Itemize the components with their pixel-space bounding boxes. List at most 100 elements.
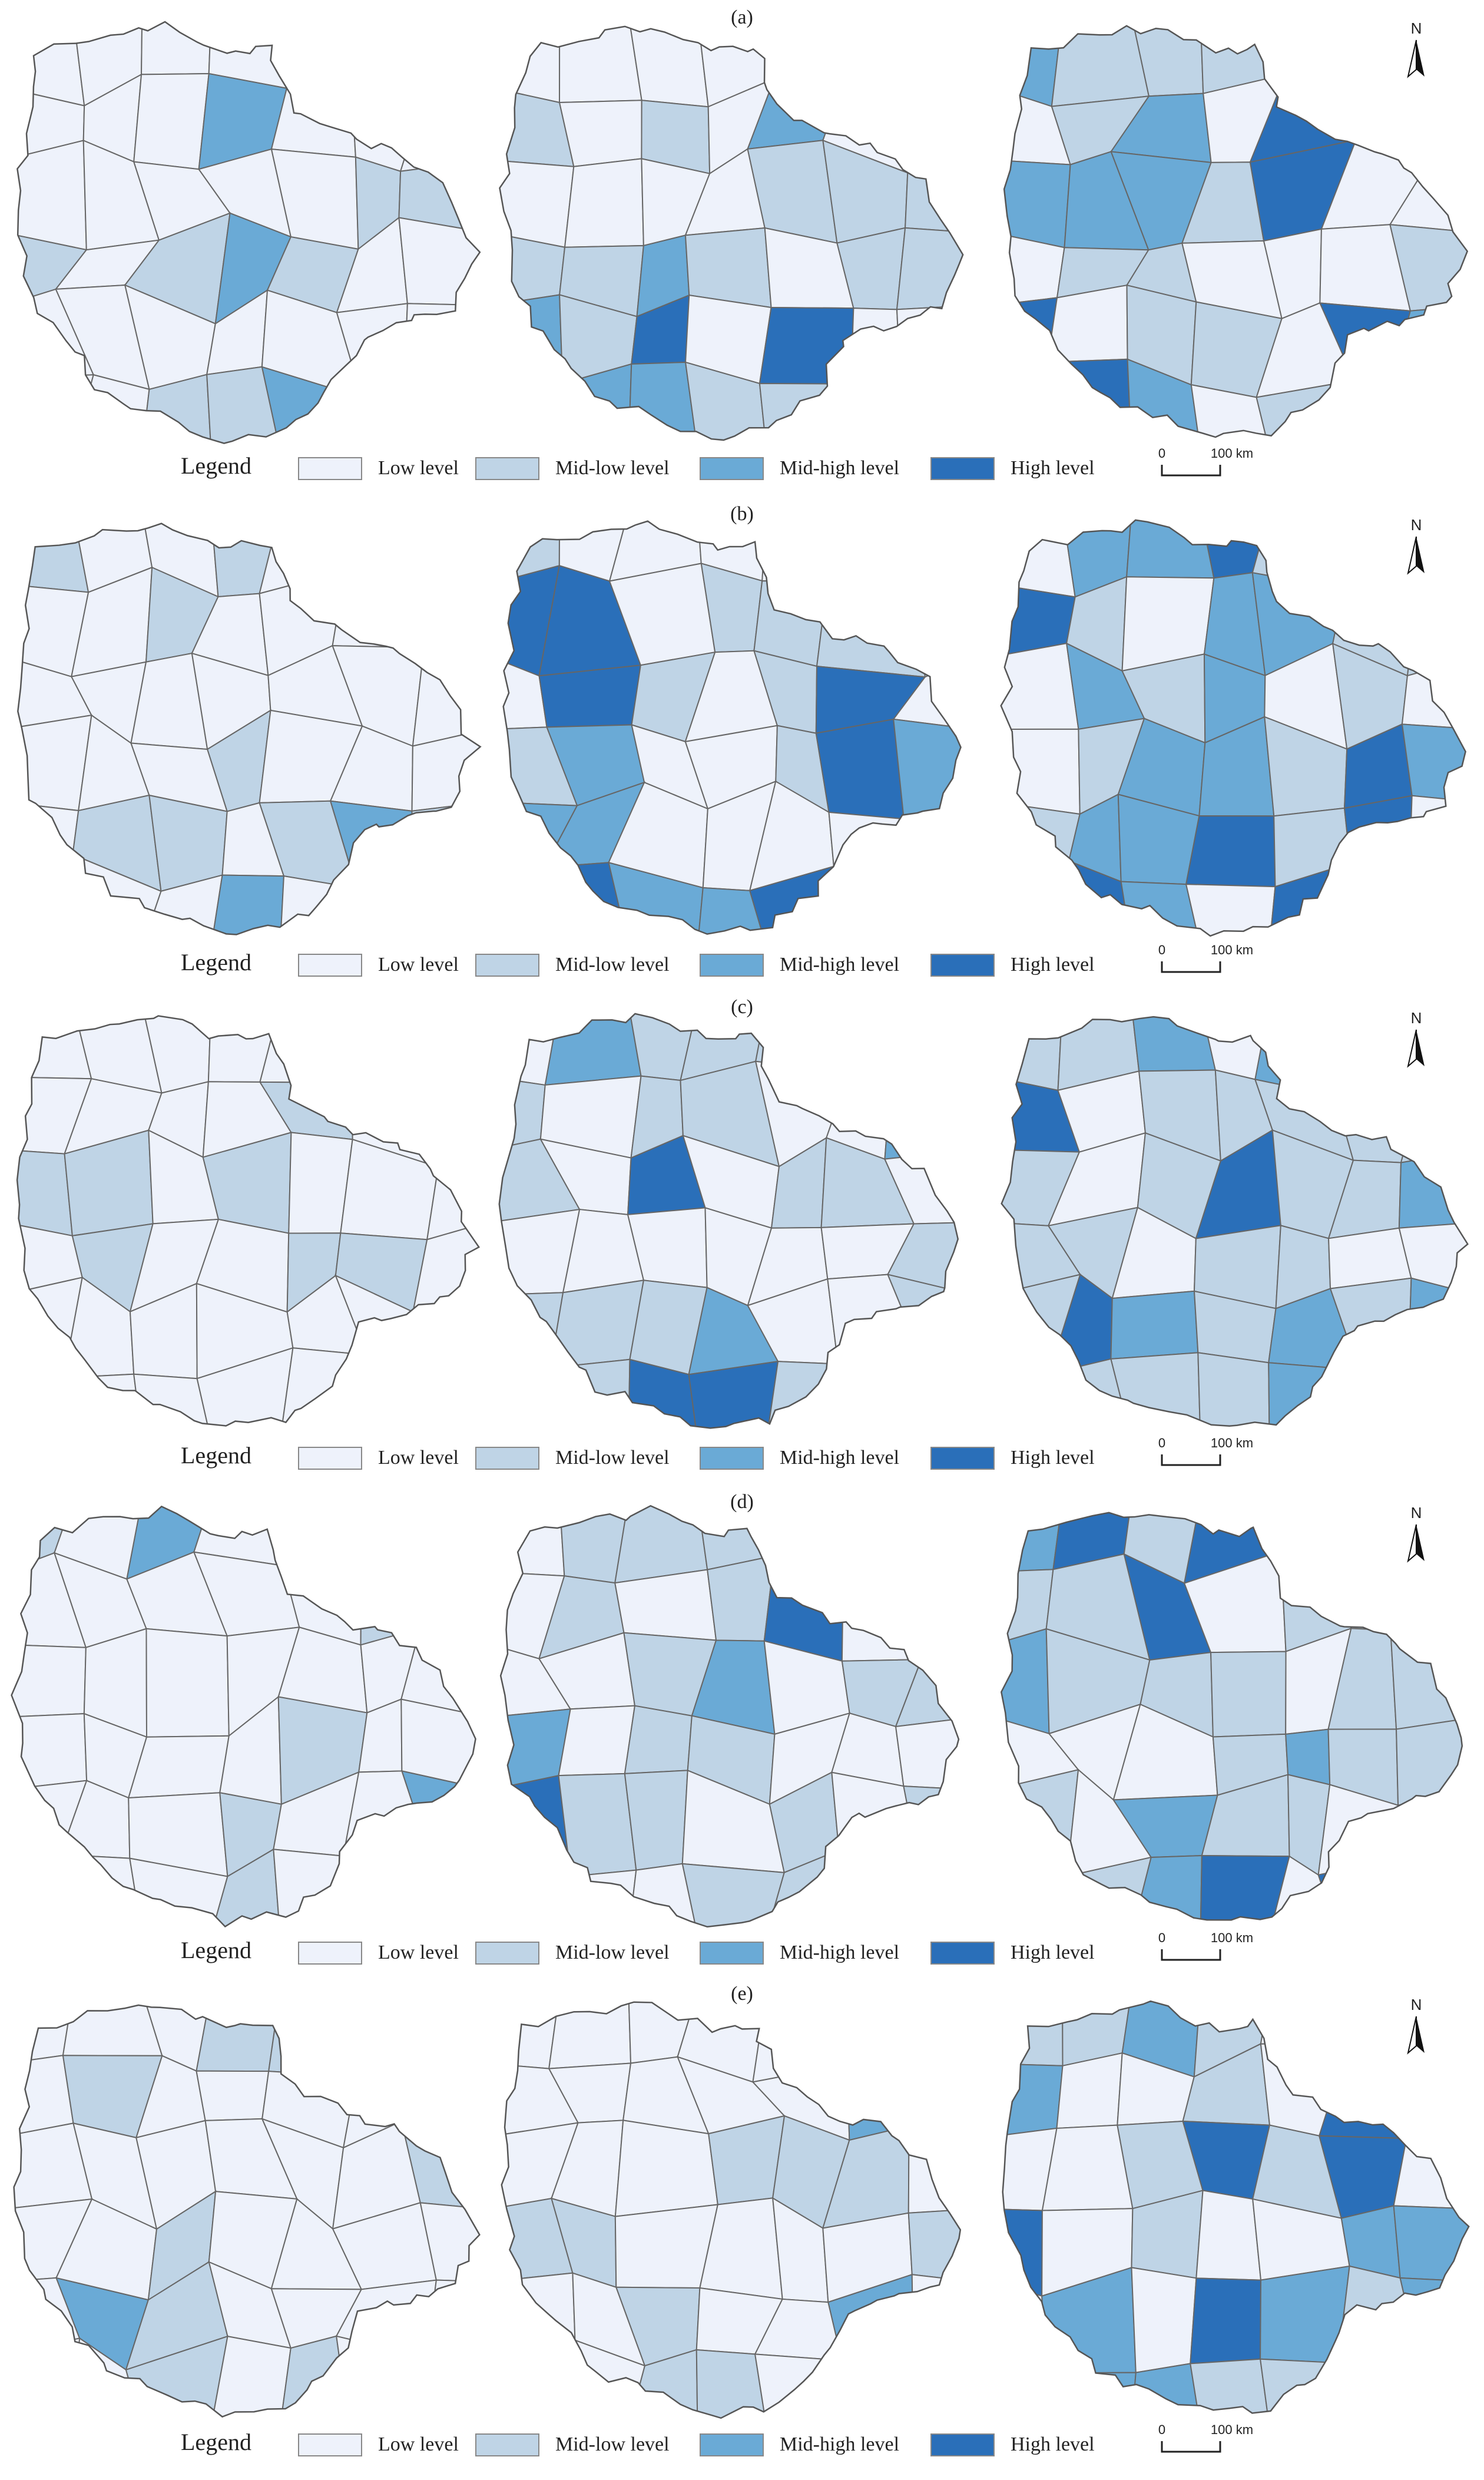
north-label: N [1411, 1009, 1422, 1027]
region [499, 26, 561, 104]
region [1390, 1629, 1462, 1730]
region [1002, 2208, 1043, 2297]
region [841, 1553, 922, 1662]
region [1406, 866, 1466, 936]
regions [501, 1506, 959, 1927]
region [1406, 1852, 1462, 1920]
scale-bar [1161, 961, 1221, 973]
regions [17, 1016, 479, 1426]
north-label: N [1411, 1996, 1422, 2013]
regions [11, 1506, 476, 1927]
region [834, 2353, 914, 2418]
panel-label: (e) [731, 1983, 753, 2005]
region [419, 1563, 476, 1645]
region [210, 874, 285, 935]
region [410, 801, 481, 883]
map-outline [16, 1015, 481, 1427]
region [412, 647, 481, 747]
region [766, 1361, 839, 1429]
region [893, 718, 961, 820]
district-map [502, 520, 962, 935]
regions [501, 2002, 960, 2418]
region [18, 714, 92, 812]
scale-start: 0 [1158, 2422, 1165, 2437]
north-arrow [1407, 536, 1417, 575]
region [426, 1149, 479, 1241]
region [1260, 2265, 1350, 2364]
region [501, 2339, 576, 2418]
region [1062, 1856, 1152, 1920]
legend-label: Low level [378, 2433, 459, 2455]
region [499, 1367, 561, 1429]
legend-label: Mid-low level [555, 2433, 670, 2455]
regions [1004, 25, 1468, 438]
region [501, 2272, 576, 2355]
region [754, 2353, 843, 2418]
legend-label: Mid-high level [780, 954, 899, 976]
region [1406, 1354, 1468, 1426]
region [417, 1016, 479, 1090]
region [1390, 1568, 1462, 1645]
region [834, 1355, 923, 1429]
region [911, 2274, 960, 2355]
legend-title: Legend [181, 2429, 251, 2455]
region [1259, 2358, 1339, 2413]
region [558, 1869, 637, 1927]
regions [1001, 1017, 1468, 1426]
region [828, 811, 905, 867]
region [1268, 1362, 1360, 1426]
region [336, 303, 408, 398]
region [1401, 656, 1466, 730]
scale-end: 100 km [1211, 1930, 1253, 1945]
region [1051, 25, 1150, 107]
region [350, 81, 430, 173]
region [833, 865, 905, 934]
region [903, 2002, 960, 2079]
region [1200, 1855, 1290, 1920]
region [907, 2208, 960, 2283]
region [1004, 297, 1058, 379]
region [268, 2005, 357, 2078]
region [815, 718, 905, 820]
region [1337, 1354, 1410, 1426]
region [1417, 87, 1468, 168]
region [1392, 1512, 1462, 1573]
legend-swatch [930, 457, 995, 480]
region [1399, 2277, 1469, 2375]
region [17, 1149, 73, 1237]
region [17, 1016, 92, 1080]
region [1110, 1352, 1201, 1426]
panel-label: (b) [730, 503, 754, 525]
legend-label: Mid-high level [780, 457, 899, 479]
region [628, 26, 709, 108]
region [1337, 1512, 1409, 1570]
region [766, 1506, 844, 1556]
region [14, 2337, 81, 2417]
region [332, 570, 425, 649]
scale-bar [1161, 2441, 1221, 2453]
district-map [499, 1504, 960, 1928]
legend-title: Legend [181, 1442, 251, 1469]
region [1200, 25, 1287, 94]
district-map [1001, 1512, 1463, 1921]
regions [14, 2005, 480, 2417]
region [17, 140, 87, 251]
region [755, 1013, 850, 1073]
region [1131, 2363, 1201, 2413]
region [548, 2002, 632, 2069]
region [133, 72, 210, 170]
region [1197, 1352, 1270, 1426]
region [903, 865, 961, 934]
region [1393, 2135, 1469, 2210]
region [544, 1013, 642, 1086]
region [1393, 2205, 1469, 2283]
region [1044, 2372, 1137, 2413]
region [903, 1355, 958, 1429]
map-outline [498, 1013, 959, 1429]
north-arrow [1416, 1525, 1425, 1561]
district-map [11, 1505, 476, 1928]
map-outline [1000, 519, 1466, 937]
region [426, 1076, 479, 1168]
region [501, 1774, 572, 1877]
